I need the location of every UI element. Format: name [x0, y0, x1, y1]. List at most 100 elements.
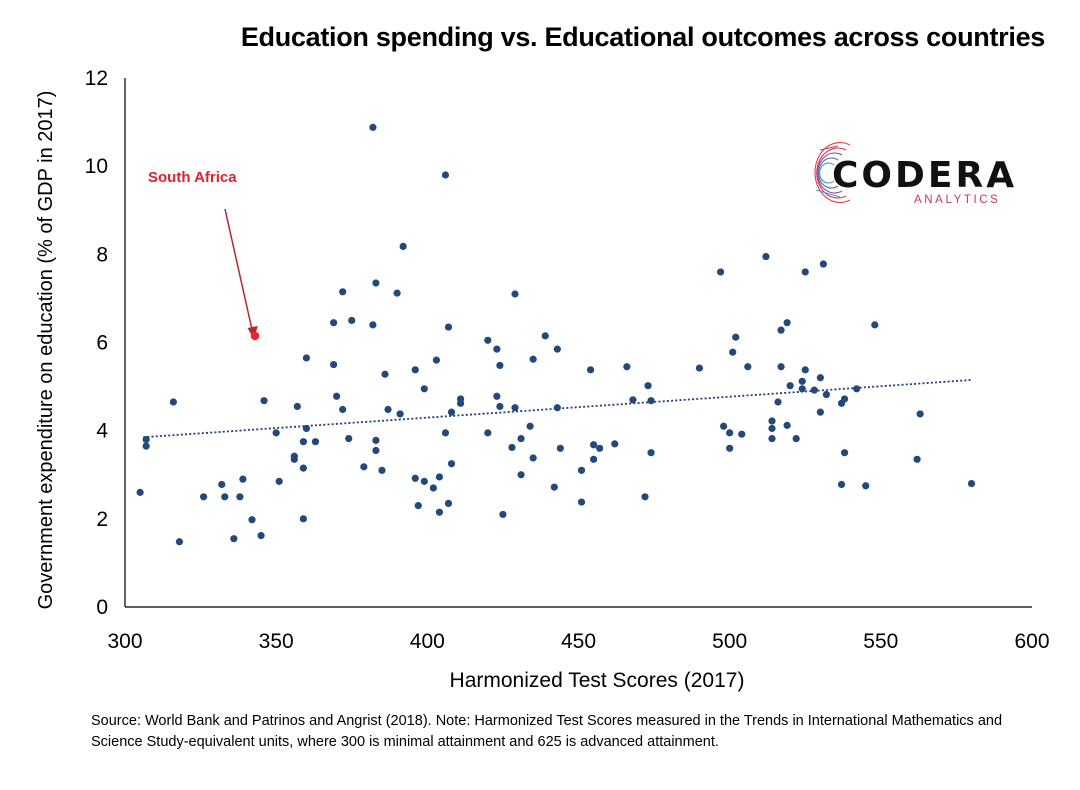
data-point — [272, 429, 280, 437]
data-point — [550, 483, 558, 491]
data-point — [716, 268, 725, 276]
data-point — [493, 392, 501, 400]
data-point — [411, 366, 419, 374]
x-tick-label: 400 — [410, 630, 445, 653]
data-point — [414, 502, 422, 510]
codera-logo: CODERA ANALYTICS — [814, 141, 1017, 206]
data-point — [862, 482, 870, 490]
data-point — [526, 422, 534, 430]
data-point — [236, 493, 244, 501]
data-point — [967, 479, 976, 488]
data-point — [816, 408, 824, 416]
data-point — [840, 449, 849, 457]
x-tick-label: 500 — [712, 630, 747, 653]
data-point — [577, 466, 586, 474]
data-point — [517, 435, 525, 443]
data-point — [493, 345, 501, 353]
data-point — [783, 421, 791, 429]
data-point — [729, 348, 737, 356]
axes — [124, 78, 1032, 608]
data-point — [345, 435, 353, 443]
x-tick-label: 350 — [259, 630, 294, 653]
data-point — [720, 422, 728, 430]
data-point — [586, 366, 595, 374]
data-point — [810, 386, 818, 394]
data-point — [792, 435, 800, 443]
data-point — [447, 408, 456, 416]
data-point — [508, 443, 516, 452]
x-tick-label: 550 — [863, 630, 898, 653]
codera-swirl-icon — [814, 141, 851, 204]
data-point — [819, 260, 827, 268]
data-point — [411, 474, 419, 482]
data-point — [840, 395, 849, 403]
data-point — [239, 475, 247, 483]
data-point — [511, 290, 519, 298]
south-africa-arrow — [224, 208, 254, 335]
data-point — [441, 429, 450, 437]
data-point — [541, 332, 549, 340]
data-point — [330, 319, 338, 327]
data-point — [381, 370, 389, 378]
data-point — [384, 405, 392, 414]
y-tick-label: 10 — [85, 155, 108, 178]
data-point — [444, 323, 453, 331]
data-point — [456, 399, 465, 407]
data-point — [611, 440, 619, 448]
data-point — [777, 363, 785, 371]
south-africa-label: South Africa — [148, 169, 237, 186]
data-point — [302, 354, 310, 362]
data-point — [822, 390, 831, 399]
data-point — [647, 449, 655, 457]
data-point — [142, 435, 150, 444]
data-point — [420, 477, 428, 485]
data-point — [768, 424, 776, 433]
data-point — [142, 442, 150, 450]
data-point — [230, 535, 238, 543]
data-point — [596, 444, 604, 452]
data-point — [136, 488, 144, 496]
data-point — [444, 499, 453, 508]
x-tick-label: 600 — [1014, 630, 1049, 653]
data-point — [801, 366, 809, 374]
x-axis-label: Harmonized Test Scores (2017) — [450, 669, 745, 692]
data-point — [629, 396, 637, 404]
data-point — [511, 404, 519, 412]
y-axis-label: Government expenditure on education (% o… — [35, 91, 57, 610]
data-point — [339, 405, 347, 414]
data-point — [339, 288, 347, 296]
y-tick-label: 0 — [96, 596, 108, 619]
logo-subword: ANALYTICS — [914, 194, 1000, 206]
data-point — [311, 438, 320, 446]
scatter-chart: 300 350 400 450 500 550 600 0 2 4 6 8 10 12 Harmoniz… — [35, 67, 1050, 692]
data-point — [420, 385, 428, 393]
data-point — [484, 429, 492, 437]
data-point — [221, 493, 229, 501]
y-tick-label: 12 — [85, 67, 108, 90]
data-point — [348, 316, 356, 325]
source-note: Source: World Bank and Patrinos and Angr… — [91, 713, 1003, 750]
data-point — [299, 438, 307, 446]
data-point — [738, 430, 746, 438]
data-point — [441, 171, 450, 179]
x-tick-labels: 300 350 400 450 500 550 600 — [107, 630, 1049, 653]
data-point — [369, 123, 377, 131]
data-point — [783, 319, 791, 327]
data-point — [260, 397, 268, 405]
data-point — [429, 484, 437, 492]
data-point — [768, 435, 776, 443]
data-point — [248, 516, 256, 524]
data-point — [257, 531, 265, 540]
data-point — [853, 385, 861, 393]
logo-word: CODERA — [832, 155, 1017, 196]
data-point — [372, 436, 380, 444]
data-point — [777, 326, 785, 334]
data-point — [916, 410, 924, 418]
data-point — [798, 385, 806, 393]
data-point — [577, 498, 586, 506]
y-tick-label: 2 — [96, 508, 108, 531]
data-point — [590, 455, 598, 463]
data-point — [169, 398, 177, 406]
data-point — [299, 464, 307, 472]
y-tick-label: 8 — [96, 243, 108, 266]
